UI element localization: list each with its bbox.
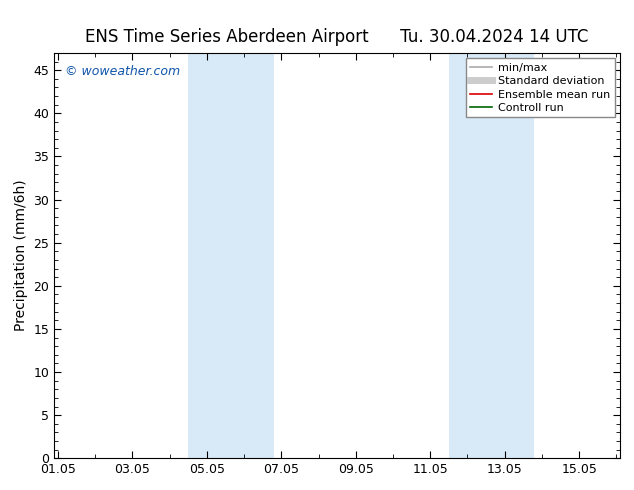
Title: ENS Time Series Aberdeen Airport      Tu. 30.04.2024 14 UTC: ENS Time Series Aberdeen Airport Tu. 30.… — [86, 28, 589, 46]
Y-axis label: Precipitation (mm/6h): Precipitation (mm/6h) — [14, 180, 28, 331]
Legend: min/max, Standard deviation, Ensemble mean run, Controll run: min/max, Standard deviation, Ensemble me… — [465, 58, 614, 117]
Text: © woweather.com: © woweather.com — [65, 65, 181, 78]
Bar — [188, 53, 274, 458]
Bar — [449, 53, 534, 458]
